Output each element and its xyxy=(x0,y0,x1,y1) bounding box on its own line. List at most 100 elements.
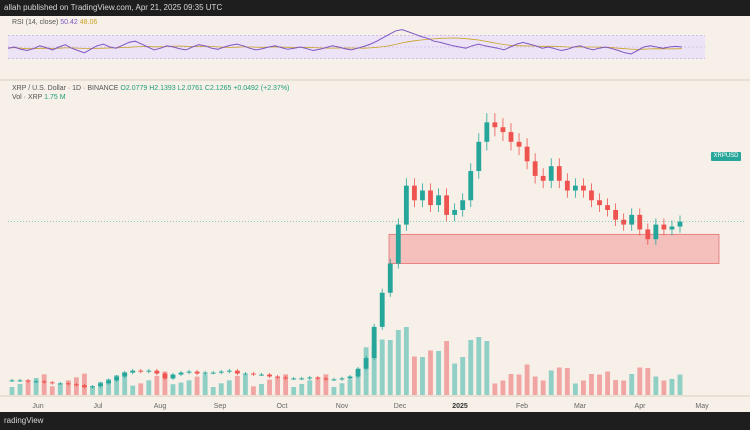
x-tick-label: Oct xyxy=(277,403,288,410)
volume-bar xyxy=(484,341,490,395)
volume-bar xyxy=(218,383,224,395)
candle-body xyxy=(492,122,498,128)
candle-body xyxy=(202,372,208,374)
volume-bar xyxy=(516,374,522,395)
candle-body xyxy=(259,374,264,376)
volume-bar xyxy=(194,376,200,395)
candle-body xyxy=(516,141,522,147)
volume-bar xyxy=(226,380,232,395)
volume-bar xyxy=(677,374,683,395)
rsi-value: 50.42 xyxy=(60,19,78,26)
candle-body xyxy=(98,383,103,387)
candle-body xyxy=(403,185,409,225)
candle-body xyxy=(291,378,297,380)
x-tick-label: Sep xyxy=(214,403,227,410)
volume-bar xyxy=(154,375,160,395)
candle-body xyxy=(283,377,289,379)
candle-body xyxy=(339,378,345,380)
candle-body xyxy=(331,379,337,381)
candle-body xyxy=(138,370,144,372)
volume-bar xyxy=(420,357,425,395)
candle-body xyxy=(669,226,675,230)
candle-body xyxy=(17,380,23,382)
volume-bar xyxy=(621,380,627,395)
x-tick-label: Apr xyxy=(635,403,647,410)
volume-bar xyxy=(202,374,208,395)
low-value: L2.0761 xyxy=(177,85,203,92)
candle-body xyxy=(613,209,619,220)
candle-body xyxy=(387,263,393,293)
volume-bar xyxy=(564,368,570,395)
candle-body xyxy=(178,372,184,375)
volume-bar xyxy=(25,380,31,395)
volume-bar xyxy=(468,340,474,395)
volume-bar xyxy=(395,330,401,395)
candle-body xyxy=(49,382,55,384)
volume-bar xyxy=(130,385,136,395)
volume-bar xyxy=(653,376,659,395)
candle-body xyxy=(194,371,200,374)
volume-bar xyxy=(138,383,144,395)
volume-bar xyxy=(371,344,377,395)
footer-brand: radingView xyxy=(4,416,44,425)
close-value: C2.1265 xyxy=(204,85,232,92)
volume-bar xyxy=(267,379,272,395)
change-value: +0.0492 (+2.37%) xyxy=(233,85,290,92)
candle-body xyxy=(106,380,111,384)
volume-bar xyxy=(162,371,168,395)
volume-bar xyxy=(114,375,120,395)
candle-body xyxy=(25,380,31,382)
x-tick-label: Jul xyxy=(94,403,103,410)
volume-bar xyxy=(9,387,15,395)
candle-body xyxy=(508,132,514,142)
candle-body xyxy=(411,185,417,201)
volume-bar xyxy=(444,341,450,395)
candle-body xyxy=(428,190,433,206)
volume-bar xyxy=(661,380,667,395)
candle-body xyxy=(363,357,369,369)
candle-body xyxy=(629,214,635,225)
candle-body xyxy=(379,292,385,327)
x-tick-label: May xyxy=(695,403,709,410)
open-value: O2.0779 xyxy=(120,85,148,92)
publisher-bar: allah published on TradingView.com, Apr … xyxy=(0,0,750,16)
volume-bar xyxy=(476,337,482,395)
pair-label: XRP / U.S. Dollar · 1D · BINANCE xyxy=(12,85,119,92)
volume-bar xyxy=(178,382,184,395)
candle-body xyxy=(500,127,506,133)
candle-body xyxy=(355,368,361,377)
candle-body xyxy=(653,224,659,240)
candle-body xyxy=(572,185,578,191)
candle-body xyxy=(548,166,554,181)
candle-body xyxy=(581,185,586,191)
volume-legend: Vol · XRP 1.75 M xyxy=(12,94,66,101)
candle-body xyxy=(130,370,136,373)
volume-bar xyxy=(436,351,441,395)
high-value: H2.1393 xyxy=(149,85,176,92)
volume-bar xyxy=(411,356,417,395)
candle-body xyxy=(251,373,256,375)
volume-bar xyxy=(307,380,313,395)
candle-body xyxy=(564,180,570,191)
volume-bar xyxy=(581,380,586,395)
candle-body xyxy=(122,372,128,377)
candle-body xyxy=(146,370,152,372)
volume-bar xyxy=(98,381,103,395)
volume-bar xyxy=(65,380,71,395)
volume-bar xyxy=(492,383,498,395)
volume-bar xyxy=(589,374,594,395)
candle-body xyxy=(218,371,224,373)
volume-bar xyxy=(532,376,538,395)
candle-body xyxy=(645,229,651,240)
volume-bar xyxy=(122,372,128,395)
volume-bar xyxy=(452,363,458,395)
volume-bar xyxy=(597,374,602,395)
candle-body xyxy=(162,373,168,379)
candle-body xyxy=(621,219,627,225)
candle-body xyxy=(436,195,441,206)
volume-bar xyxy=(315,377,321,395)
candle-body xyxy=(444,195,450,215)
candle-body xyxy=(41,381,47,383)
volume-bar xyxy=(41,374,47,395)
